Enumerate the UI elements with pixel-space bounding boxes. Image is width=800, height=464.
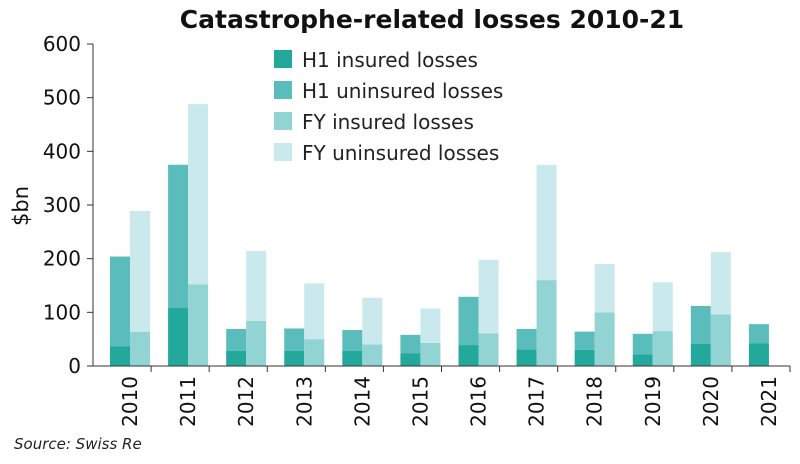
bar-fy-insured-losses-2019 xyxy=(652,331,673,366)
bar-h1-uninsured-losses-2013 xyxy=(284,328,305,351)
legend-label: FY uninsured losses xyxy=(302,141,499,165)
legend-swatch xyxy=(274,81,292,99)
bar-fy-insured-losses-2018 xyxy=(594,312,615,366)
x-tick-label-2010: 2010 xyxy=(118,376,142,427)
bar-fy-uninsured-losses-2012 xyxy=(246,251,267,321)
legend-swatch xyxy=(274,112,292,130)
bar-h1-insured-losses-2019 xyxy=(632,354,653,366)
chart-title: Catastrophe-related losses 2010-21 xyxy=(180,5,684,34)
bar-h1-insured-losses-2021 xyxy=(748,343,769,366)
bar-h1-insured-losses-2012 xyxy=(226,350,247,366)
x-tick-label-2011: 2011 xyxy=(176,376,200,427)
bar-fy-uninsured-losses-2013 xyxy=(304,283,325,340)
bar-fy-insured-losses-2015 xyxy=(420,342,441,366)
legend-swatch xyxy=(274,143,292,161)
legend: H1 insured losses H1 uninsured losses FY i… xyxy=(274,48,503,165)
y-tick-label: 400 xyxy=(43,139,81,163)
bar-h1-insured-losses-2016 xyxy=(458,345,479,366)
legend-swatch xyxy=(274,50,292,68)
bar-h1-uninsured-losses-2020 xyxy=(690,305,711,344)
bar-h1-uninsured-losses-2016 xyxy=(458,296,479,346)
bar-fy-uninsured-losses-2019 xyxy=(652,282,673,332)
source-note: Source: Swiss Re xyxy=(14,435,142,453)
x-tick-label-2017: 2017 xyxy=(525,376,549,427)
y-axis: 0 100 200 300 400 500 600 xyxy=(43,32,93,378)
bar-fy-insured-losses-2011 xyxy=(188,284,209,366)
bar-h1-uninsured-losses-2019 xyxy=(632,333,653,355)
bar-fy-insured-losses-2017 xyxy=(536,280,557,366)
bar-fy-uninsured-losses-2014 xyxy=(362,297,383,345)
legend-label: FY insured losses xyxy=(302,110,474,134)
legend-label: H1 insured losses xyxy=(302,48,478,72)
y-tick-label: 600 xyxy=(43,32,81,56)
bar-h1-insured-losses-2015 xyxy=(400,353,421,366)
bar-fy-insured-losses-2013 xyxy=(304,339,325,366)
x-tick-label-2018: 2018 xyxy=(583,376,607,427)
legend-label: H1 uninsured losses xyxy=(302,79,503,103)
bar-h1-uninsured-losses-2010 xyxy=(110,256,130,347)
bar-h1-uninsured-losses-2014 xyxy=(342,330,363,351)
bar-h1-insured-losses-2014 xyxy=(342,350,363,366)
bar-h1-uninsured-losses-2011 xyxy=(168,164,189,309)
x-tick-label-2020: 2020 xyxy=(699,376,723,427)
x-tick-label-2012: 2012 xyxy=(234,376,258,427)
bar-fy-insured-losses-2014 xyxy=(362,344,383,366)
bar-h1-uninsured-losses-2021 xyxy=(748,324,769,344)
y-tick-label: 0 xyxy=(68,354,81,378)
x-tick-label-2021: 2021 xyxy=(757,376,781,427)
bar-h1-insured-losses-2017 xyxy=(516,349,537,366)
bar-fy-insured-losses-2016 xyxy=(478,333,499,366)
x-tick-label-2016: 2016 xyxy=(467,376,491,427)
bar-fy-insured-losses-2010 xyxy=(130,331,150,366)
bar-fy-uninsured-losses-2010 xyxy=(130,210,150,332)
x-tick-label-2013: 2013 xyxy=(292,376,316,427)
y-tick-label: 100 xyxy=(43,300,81,324)
x-axis: 2010 2011 2012 2013 2014 2015 2016 2017 2018 2019… xyxy=(118,366,791,427)
bar-h1-uninsured-losses-2017 xyxy=(516,328,537,350)
y-tick-label: 500 xyxy=(43,86,81,110)
bar-h1-insured-losses-2010 xyxy=(110,346,130,366)
bar-h1-uninsured-losses-2015 xyxy=(400,334,421,354)
y-tick-label: 200 xyxy=(43,247,81,271)
x-tick-label-2019: 2019 xyxy=(641,376,665,427)
bar-h1-insured-losses-2011 xyxy=(168,308,189,366)
y-axis-label: $bn xyxy=(9,186,33,226)
bar-fy-uninsured-losses-2018 xyxy=(594,264,615,313)
x-tick-label-2014: 2014 xyxy=(350,376,374,427)
bar-fy-insured-losses-2012 xyxy=(246,320,267,366)
bar-fy-uninsured-losses-2016 xyxy=(478,259,499,334)
bar-h1-insured-losses-2020 xyxy=(690,343,711,366)
bar-fy-insured-losses-2020 xyxy=(710,314,731,366)
x-tick-label-2015: 2015 xyxy=(408,376,432,427)
y-tick-label: 300 xyxy=(43,193,81,217)
bar-fy-uninsured-losses-2020 xyxy=(710,252,731,315)
bars xyxy=(110,104,769,366)
bar-fy-uninsured-losses-2017 xyxy=(536,164,557,281)
bar-h1-insured-losses-2013 xyxy=(284,350,305,366)
bar-fy-uninsured-losses-2015 xyxy=(420,308,441,343)
bar-h1-insured-losses-2018 xyxy=(574,349,595,366)
bar-fy-uninsured-losses-2011 xyxy=(188,104,209,285)
bar-h1-uninsured-losses-2012 xyxy=(226,328,247,351)
bar-h1-uninsured-losses-2018 xyxy=(574,331,595,350)
